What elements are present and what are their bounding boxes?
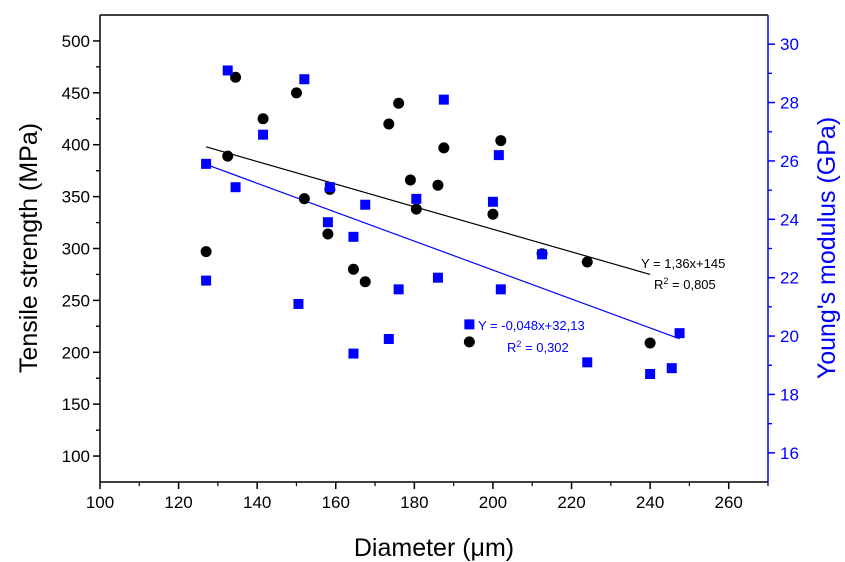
point-tensile [347, 263, 359, 275]
x-tick-label: 200 [479, 493, 507, 512]
y-right-tick-label: 22 [780, 269, 799, 288]
x-tick-label: 140 [243, 493, 271, 512]
y-left-tick-label: 200 [62, 343, 90, 362]
point-tensile [463, 336, 475, 348]
point-tensile [644, 337, 656, 349]
point-modulus [674, 328, 685, 339]
point-tensile [322, 228, 334, 240]
point-tensile [200, 246, 212, 258]
point-modulus [393, 284, 404, 295]
point-tensile [383, 118, 395, 130]
point-modulus [322, 217, 333, 228]
point-tensile [432, 179, 444, 191]
point-modulus [495, 284, 506, 295]
y-left-tick-label: 150 [62, 395, 90, 414]
point-modulus [645, 369, 656, 380]
point-modulus [258, 129, 269, 140]
point-modulus [464, 319, 475, 330]
point-tensile [487, 208, 499, 220]
fit-equation-tensile: Y = 1,36x+145 [641, 256, 725, 271]
point-tensile [230, 71, 242, 83]
x-tick-label: 240 [636, 493, 664, 512]
fit-r2-tensile: R2 = 0,805 [654, 276, 716, 292]
fit-lines [205, 146, 680, 340]
point-tensile [581, 256, 593, 268]
fit-r2-modulus: R2 = 0,302 [507, 339, 569, 355]
y-left-tick-label: 500 [62, 32, 90, 51]
x-tick-label: 120 [164, 493, 192, 512]
y-right-tick-label: 30 [780, 35, 799, 54]
point-modulus [201, 275, 212, 286]
y-axis-right-title: Young's modulus (GPa) [813, 117, 841, 379]
point-modulus [487, 196, 498, 207]
point-tensile [257, 113, 269, 125]
point-modulus [201, 158, 212, 169]
y-axis-left-title: Tensile strength (MPa) [15, 123, 43, 373]
point-modulus [537, 249, 548, 260]
point-tensile [404, 174, 416, 186]
data-points [200, 65, 685, 380]
point-modulus [348, 231, 359, 242]
point-modulus [493, 150, 504, 161]
point-modulus [383, 333, 394, 344]
point-modulus [411, 193, 422, 204]
fit-equation-modulus: Y = -0,048x+32,13 [478, 318, 585, 333]
point-modulus [230, 182, 241, 193]
y-right-tick-label: 20 [780, 327, 799, 346]
point-modulus [222, 65, 233, 76]
x-tick-label: 260 [715, 493, 743, 512]
point-modulus [582, 357, 593, 368]
y-left-tick-label: 350 [62, 188, 90, 207]
point-tensile [393, 97, 405, 109]
fit-line-modulus [205, 163, 680, 340]
y-left-tick-label: 450 [62, 84, 90, 103]
y-left-tick-label: 100 [62, 447, 90, 466]
point-tensile [359, 276, 371, 288]
y-right-tick-label: 28 [780, 94, 799, 113]
point-tensile [290, 87, 302, 99]
fit-line-tensile [205, 146, 651, 276]
point-modulus [432, 272, 443, 283]
y-right-tick-label: 26 [780, 152, 799, 171]
point-modulus [666, 363, 677, 374]
x-tick-label: 100 [86, 493, 114, 512]
y-left-tick-label: 400 [62, 136, 90, 155]
point-tensile [298, 193, 310, 205]
y-right-tick-label: 24 [780, 210, 799, 229]
point-tensile [438, 142, 450, 154]
point-tensile [495, 135, 507, 147]
y-left-tick-label: 300 [62, 240, 90, 259]
point-modulus [324, 182, 335, 193]
x-tick-label: 220 [557, 493, 585, 512]
point-modulus [299, 74, 310, 85]
point-tensile [222, 150, 234, 162]
ticks: 100 120 140 160 180 200 220 240 260 100 150 200 250 3… [62, 32, 799, 512]
point-modulus [348, 348, 359, 359]
x-tick-label: 160 [322, 493, 350, 512]
y-right-tick-label: 16 [780, 444, 799, 463]
point-modulus [438, 94, 449, 105]
y-right-tick-label: 18 [780, 385, 799, 404]
point-modulus [293, 298, 304, 309]
point-tensile [410, 203, 422, 215]
x-axis-title: Diameter (μm) [354, 534, 514, 562]
point-modulus [360, 199, 371, 210]
x-tick-label: 180 [400, 493, 428, 512]
y-left-tick-label: 250 [62, 291, 90, 310]
